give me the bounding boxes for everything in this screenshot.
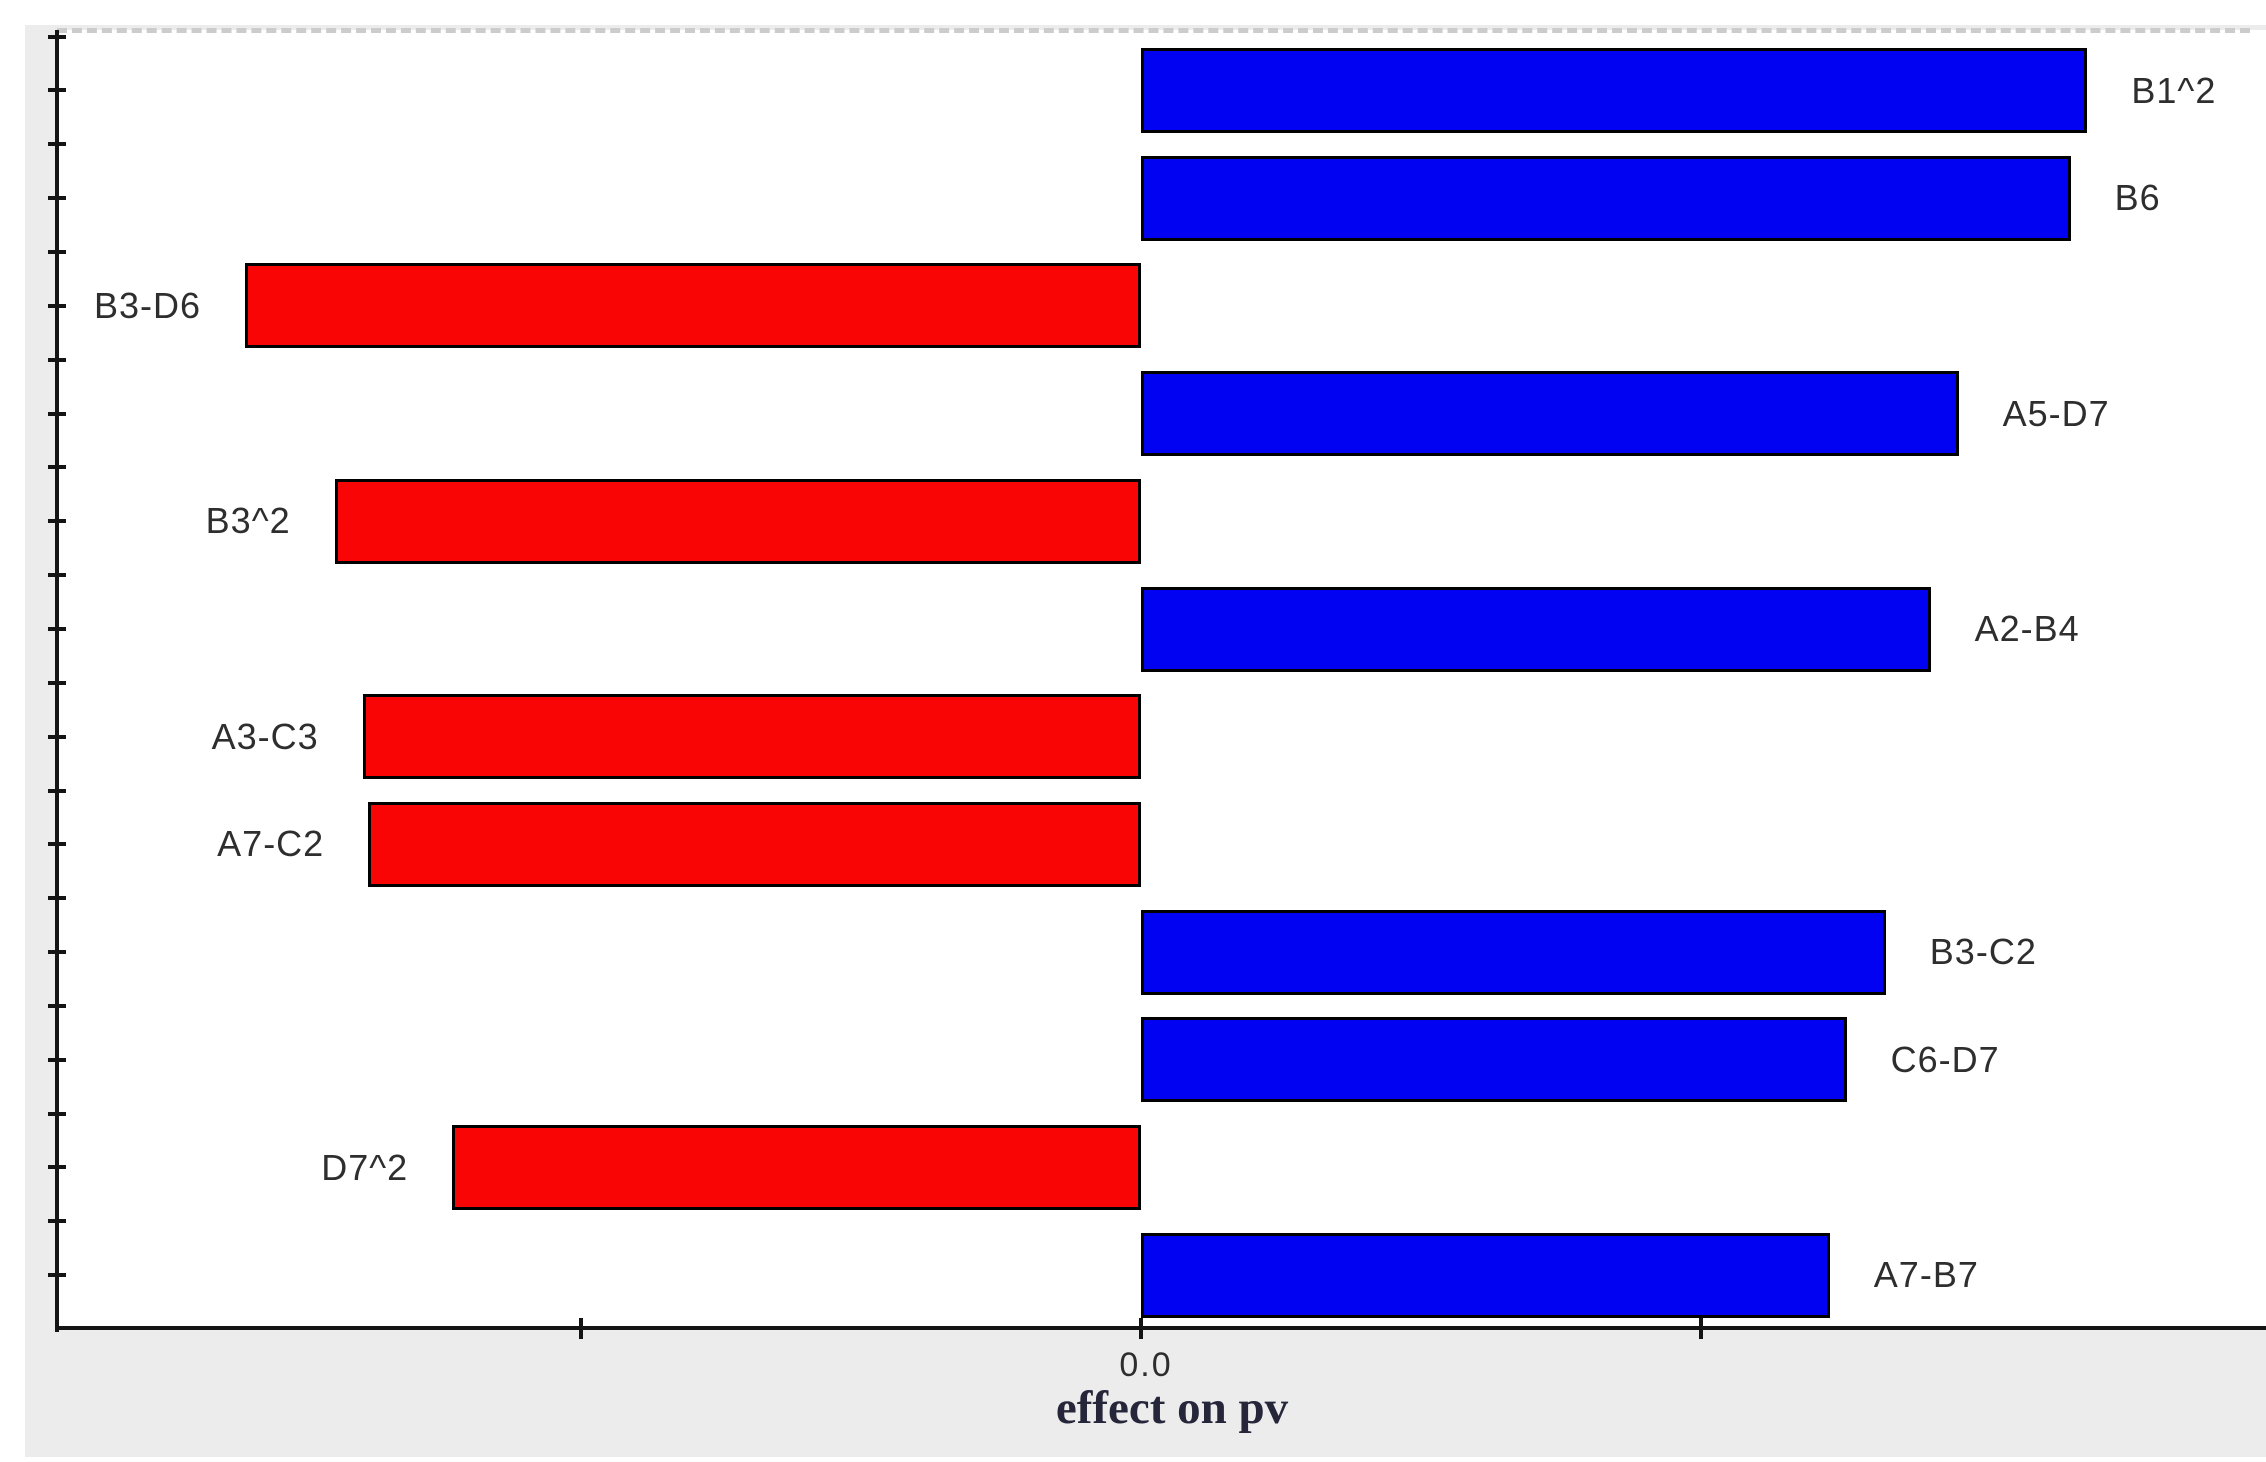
x-axis-title: effect on pv (1055, 1382, 1289, 1434)
bar (452, 1125, 1141, 1210)
y-axis-tick (48, 34, 66, 39)
y-axis-tick (48, 142, 66, 147)
plot-area (57, 30, 2266, 1328)
bar-label: A3-C3 (211, 715, 319, 757)
y-axis-tick (48, 357, 66, 362)
y-axis-tick (48, 1111, 66, 1116)
y-axis-tick (48, 411, 66, 416)
y-axis-tick (48, 1057, 66, 1062)
bar-label: D7^2 (321, 1146, 409, 1188)
y-axis-tick (48, 1165, 66, 1170)
y-axis-tick (48, 303, 66, 308)
y-axis-tick (48, 896, 66, 901)
bar (368, 801, 1141, 887)
y-axis-tick (48, 1273, 66, 1278)
plot-top-dashed-border (57, 28, 2250, 33)
y-axis-tick (48, 1219, 66, 1224)
x-axis-tick (1699, 1318, 1703, 1339)
bar-label: A5-D7 (2002, 392, 2110, 434)
y-axis-tick (48, 734, 66, 739)
x-axis-line (55, 1326, 2266, 1330)
y-axis-tick (48, 950, 66, 955)
bar (1141, 586, 1931, 672)
y-axis-tick (48, 519, 66, 524)
y-axis-tick (48, 573, 66, 578)
y-axis-tick (48, 196, 66, 201)
bar (1141, 155, 2071, 241)
y-axis-tick (48, 1003, 66, 1008)
bar-label: B1^2 (2131, 69, 2217, 111)
y-axis-tick (48, 788, 66, 793)
bar (1141, 1232, 1830, 1318)
bar-label: C6-D7 (1890, 1038, 2000, 1080)
y-axis-tick (48, 88, 66, 93)
x-axis-tick-label-zero: 0.0 (1119, 1346, 1173, 1384)
y-axis-tick (48, 465, 66, 470)
y-axis-tick (48, 626, 66, 631)
bar-label: A7-C2 (217, 823, 325, 865)
bar (1141, 909, 1886, 995)
y-axis-tick (48, 250, 66, 254)
bar (362, 694, 1141, 780)
bar-label: B3-C2 (1929, 931, 2037, 973)
y-axis-tick (48, 842, 66, 847)
x-axis-tick (579, 1318, 583, 1339)
bar (1141, 1017, 1847, 1103)
y-axis-tick (48, 680, 66, 685)
bar-label: B6 (2114, 177, 2161, 219)
bar (1141, 371, 1959, 457)
bar-label: A7-B7 (1873, 1254, 1979, 1296)
bar (334, 478, 1141, 564)
bar-label: A2-B4 (1974, 608, 2080, 649)
bar (245, 263, 1141, 349)
x-axis-tick (1139, 1318, 1143, 1339)
bar (1141, 48, 2088, 133)
bar-label: B3^2 (205, 500, 291, 542)
bar-label: B3-D6 (93, 284, 201, 326)
